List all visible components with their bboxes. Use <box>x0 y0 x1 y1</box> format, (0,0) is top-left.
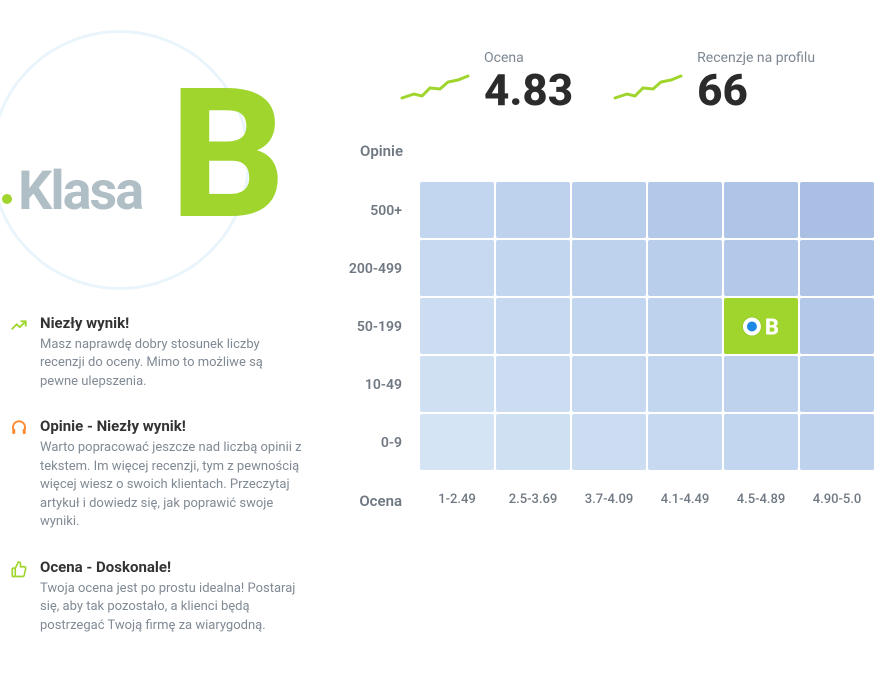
heatmap-cell <box>724 182 798 238</box>
heatmap-cell <box>420 240 494 296</box>
insight-title: Ocena - Doskonale! <box>40 558 302 576</box>
heatmap-marker: B <box>743 314 779 339</box>
heatmap-cell <box>800 182 874 238</box>
heatmap-cell <box>420 298 494 354</box>
heatmap-cell <box>648 298 722 354</box>
sparkline-icon <box>400 72 470 102</box>
heatmap-cell <box>572 240 646 296</box>
heatmap: Opinie 500+200-49950-19910-490-9 B Ocena… <box>320 142 876 510</box>
heatmap-cell <box>572 356 646 412</box>
stat-rating-value: 4.83 <box>484 68 573 112</box>
heatmap-cell <box>420 414 494 470</box>
dot-icon <box>2 194 12 204</box>
heatmap-cell <box>800 414 874 470</box>
marker-dot-icon <box>743 317 761 335</box>
heatmap-cell <box>648 240 722 296</box>
heatmap-cell <box>420 356 494 412</box>
heatmap-x-label: 2.5-3.69 <box>496 492 570 510</box>
heatmap-y-label: 50-199 <box>320 298 420 356</box>
sparkline-icon <box>613 72 683 102</box>
insights-list: Niezły wynik! Masz naprawdę dobry stosun… <box>0 314 320 635</box>
insight-desc: Twoja ocena jest po prostu idealna! Post… <box>40 580 302 635</box>
heatmap-cell <box>496 414 570 470</box>
heatmap-x-label: 4.5-4.89 <box>724 492 798 510</box>
heatmap-x-label: 1-2.49 <box>420 492 494 510</box>
heatmap-cell <box>496 182 570 238</box>
heatmap-x-axis: 1-2.492.5-3.693.7-4.094.1-4.494.5-4.894.… <box>420 492 874 510</box>
heatmap-cells: B <box>420 182 874 472</box>
grade-badge: Klasa B <box>0 20 300 280</box>
heatmap-cell <box>648 182 722 238</box>
thumb-up-icon <box>10 558 40 635</box>
heatmap-cell <box>724 240 798 296</box>
heatmap-cell <box>724 356 798 412</box>
heatmap-cell <box>572 182 646 238</box>
heatmap-cell: B <box>724 298 798 354</box>
heatmap-cell <box>572 414 646 470</box>
stats-row: Ocena 4.83 Recenzje na profilu 66 <box>320 50 876 112</box>
heatmap-cell <box>572 298 646 354</box>
insight-item: Ocena - Doskonale! Twoja ocena jest po p… <box>10 558 320 635</box>
heatmap-cell <box>496 356 570 412</box>
insight-title: Niezły wynik! <box>40 314 302 332</box>
grade-letter: B <box>170 65 276 245</box>
heatmap-y-label: 200-499 <box>320 240 420 298</box>
heatmap-y-label: 0-9 <box>320 414 420 472</box>
heatmap-cell <box>800 356 874 412</box>
heatmap-cell <box>724 414 798 470</box>
insight-desc: Warto popracować jeszcze nad liczbą opin… <box>40 439 302 531</box>
heatmap-y-title: Opinie <box>360 142 876 160</box>
heatmap-x-label: 4.1-4.49 <box>648 492 722 510</box>
heatmap-cell <box>800 298 874 354</box>
insight-title: Opinie - Niezły wynik! <box>40 417 302 435</box>
stat-reviews-value: 66 <box>697 68 815 112</box>
marker-letter: B <box>765 316 779 341</box>
heatmap-y-axis: 500+200-49950-19910-490-9 <box>320 182 420 472</box>
grade-label: Klasa <box>18 160 142 223</box>
insight-desc: Masz naprawdę dobry stosunek liczby rece… <box>40 336 302 391</box>
heatmap-y-label: 500+ <box>320 182 420 240</box>
heatmap-cell <box>800 240 874 296</box>
stat-reviews: Recenzje na profilu 66 <box>613 50 815 112</box>
heatmap-x-label: 3.7-4.09 <box>572 492 646 510</box>
headset-icon <box>10 417 40 531</box>
insight-item: Niezły wynik! Masz naprawdę dobry stosun… <box>10 314 320 391</box>
stat-rating: Ocena 4.83 <box>400 50 573 112</box>
heatmap-x-label: 4.90-5.0 <box>800 492 874 510</box>
heatmap-cell <box>648 414 722 470</box>
heatmap-y-label: 10-49 <box>320 356 420 414</box>
insight-item: Opinie - Niezły wynik! Warto popracować … <box>10 417 320 531</box>
heatmap-cell <box>648 356 722 412</box>
heatmap-cell <box>496 298 570 354</box>
heatmap-x-title: Ocena <box>320 492 420 510</box>
heatmap-cell <box>420 182 494 238</box>
trend-up-icon <box>10 314 40 391</box>
heatmap-cell <box>496 240 570 296</box>
